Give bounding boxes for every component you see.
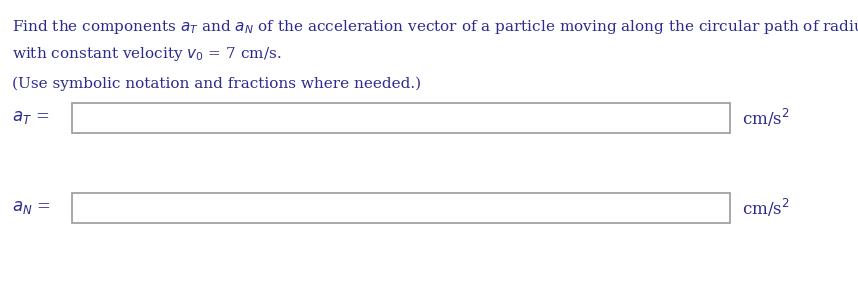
Bar: [72, 193, 730, 223]
Text: Find the components $a_T$ and $a_N$ of the acceleration vector of a particle mov: Find the components $a_T$ and $a_N$ of t…: [12, 17, 858, 36]
Text: (Use symbolic notation and fractions where needed.): (Use symbolic notation and fractions whe…: [12, 77, 421, 92]
Text: cm/s$^2$: cm/s$^2$: [742, 107, 789, 129]
Bar: [72, 103, 730, 133]
Text: $a_N$ =: $a_N$ =: [12, 199, 51, 217]
Text: cm/s$^2$: cm/s$^2$: [742, 197, 789, 219]
Text: $a_T$ =: $a_T$ =: [12, 109, 49, 127]
Text: with constant velocity $v_0$ = 7 cm/s.: with constant velocity $v_0$ = 7 cm/s.: [12, 45, 281, 63]
